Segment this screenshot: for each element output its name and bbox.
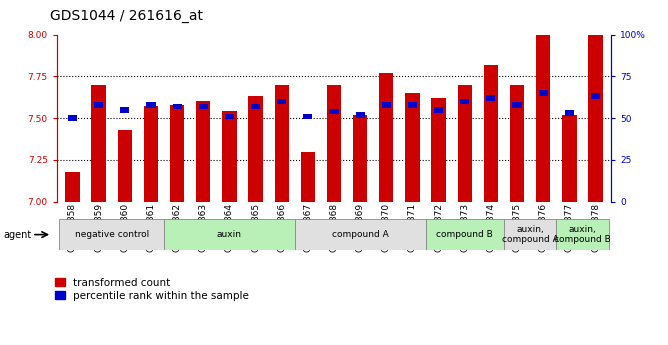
Bar — [303, 114, 313, 119]
FancyBboxPatch shape — [295, 219, 426, 250]
Legend: transformed count, percentile rank within the sample: transformed count, percentile rank withi… — [55, 278, 249, 301]
Bar — [144, 107, 158, 202]
Bar — [68, 115, 77, 121]
Text: negative control: negative control — [75, 230, 149, 239]
FancyBboxPatch shape — [164, 219, 295, 250]
FancyBboxPatch shape — [556, 219, 609, 250]
Bar — [565, 110, 574, 116]
Bar — [510, 85, 524, 202]
Bar — [484, 65, 498, 202]
Bar — [222, 111, 236, 202]
Bar — [536, 34, 550, 202]
Bar — [355, 112, 365, 118]
Bar — [589, 34, 603, 202]
Bar — [458, 85, 472, 202]
Bar — [277, 99, 287, 104]
Bar — [118, 130, 132, 202]
Bar — [94, 102, 103, 108]
Bar — [434, 107, 443, 113]
Bar — [408, 102, 417, 108]
Text: compound A: compound A — [332, 230, 389, 239]
FancyBboxPatch shape — [426, 219, 504, 250]
Bar — [225, 114, 234, 119]
Bar — [65, 172, 79, 202]
Bar — [432, 98, 446, 202]
Bar — [172, 104, 182, 109]
Bar — [198, 104, 208, 109]
Bar — [327, 85, 341, 202]
Bar — [120, 107, 130, 113]
Bar — [486, 95, 496, 101]
Bar — [460, 99, 470, 104]
Bar — [301, 152, 315, 202]
Text: auxin,
compound A: auxin, compound A — [502, 225, 558, 244]
Bar — [405, 93, 420, 202]
Bar — [381, 102, 391, 108]
FancyBboxPatch shape — [504, 219, 556, 250]
Bar — [379, 73, 393, 202]
Text: auxin: auxin — [217, 230, 242, 239]
Bar — [538, 90, 548, 96]
Bar — [92, 85, 106, 202]
Text: auxin,
compound B: auxin, compound B — [554, 225, 611, 244]
Bar — [251, 104, 260, 109]
FancyBboxPatch shape — [59, 219, 164, 250]
Bar — [196, 101, 210, 202]
Bar — [248, 96, 263, 202]
Bar — [353, 115, 367, 202]
Text: GDS1044 / 261616_at: GDS1044 / 261616_at — [50, 9, 203, 23]
Bar — [146, 102, 156, 108]
Bar — [562, 115, 576, 202]
Text: compound B: compound B — [436, 230, 493, 239]
Bar — [591, 93, 600, 99]
Bar — [170, 105, 184, 202]
Bar — [329, 109, 339, 115]
Text: agent: agent — [3, 230, 31, 239]
Bar — [512, 102, 522, 108]
Bar — [275, 85, 289, 202]
